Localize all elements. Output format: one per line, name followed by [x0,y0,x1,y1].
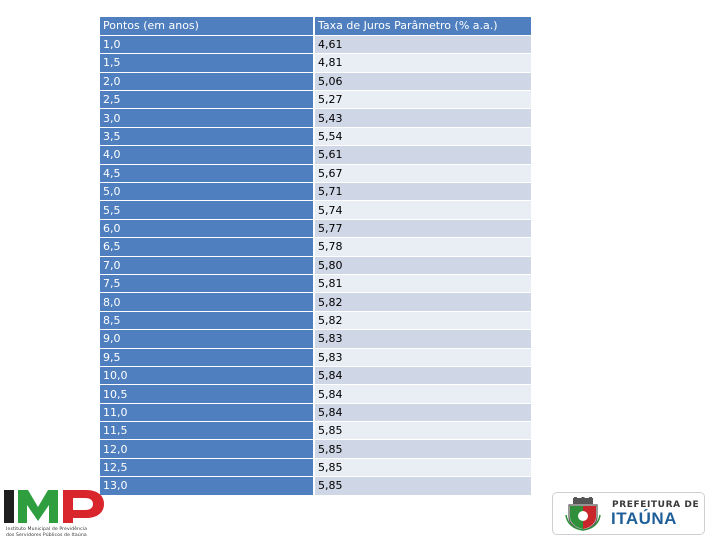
cell-points: 6,5 [100,237,315,257]
cell-rate: 5,85 [314,476,531,496]
cell-points: 1,5 [100,53,315,73]
table-row: 8,0 5,82 [100,292,531,312]
cell-points: 12,0 [100,439,315,459]
cell-points: 8,5 [100,311,315,331]
table-row: 2,0 5,06 [100,72,531,92]
interest-rate-table: Pontos (em anos) Taxa de Juros Parâmetro… [100,17,531,496]
cell-rate: 4,81 [314,53,531,73]
cell-points: 11,5 [100,421,315,441]
table-row: 1,5 4,81 [100,53,531,73]
table-row: 11,0 5,84 [100,403,531,423]
cell-rate: 5,78 [314,237,531,257]
table-row: 12,5 5,85 [100,458,531,478]
table-row: 5,5 5,74 [100,200,531,220]
table-row: 11,5 5,85 [100,421,531,441]
cell-rate: 5,77 [314,219,531,239]
cell-rate: 5,67 [314,164,531,184]
cell-rate: 5,84 [314,366,531,386]
cell-points: 10,5 [100,384,315,404]
cell-points: 1,0 [100,35,315,55]
column-header-rate: Taxa de Juros Parâmetro (% a.a.) [314,17,531,36]
table-row: 6,5 5,78 [100,237,531,257]
table-row: 3,0 5,43 [100,108,531,128]
cell-points: 4,5 [100,164,315,184]
table-row: 3,5 5,54 [100,127,531,147]
cell-rate: 5,81 [314,274,531,294]
cell-points: 7,5 [100,274,315,294]
imp-logo: Instituto Municipal de Previdência dos S… [4,487,108,539]
table-row: 1,0 4,61 [100,35,531,55]
table-row: 6,0 5,77 [100,219,531,239]
table-header-row: Pontos (em anos) Taxa de Juros Parâmetro… [100,17,531,36]
cell-points: 10,0 [100,366,315,386]
imp-caption-line2: dos Servidores Públicos de Itaúna [6,532,87,538]
cell-points: 2,5 [100,90,315,110]
table-row: 10,5 5,84 [100,384,531,404]
table-row: 4,0 5,61 [100,145,531,165]
cell-rate: 5,06 [314,72,531,92]
cell-rate: 5,83 [314,348,531,367]
table-row: 9,0 5,83 [100,329,531,349]
cell-points: 9,0 [100,329,315,349]
prefeitura-top-text: PREFEITURA DE [612,500,700,510]
cell-rate: 4,61 [314,35,531,55]
cell-rate: 5,84 [314,384,531,404]
cell-rate: 5,85 [314,439,531,459]
cell-points: 3,5 [100,127,315,147]
prefeitura-main-text: ITAÚNA [611,509,677,528]
prefeitura-itauna-logo: PREFEITURA DE ITAÚNA [552,492,705,535]
table-row: 5,0 5,71 [100,182,531,202]
cell-points: 11,0 [100,403,315,423]
cell-rate: 5,27 [314,90,531,110]
table-body: Pontos (em anos) Taxa de Juros Parâmetro… [100,17,531,496]
cell-rate: 5,74 [314,200,531,220]
column-header-points: Pontos (em anos) [100,17,315,36]
cell-rate: 5,61 [314,145,531,165]
cell-rate: 5,82 [314,311,531,331]
cell-points: 6,0 [100,219,315,239]
cell-points: 9,5 [100,348,315,367]
imp-caption-line1: Instituto Municipal de Previdência [6,527,88,532]
imp-logo-caption: Instituto Municipal de Previdência dos S… [6,527,110,538]
cell-rate: 5,71 [314,182,531,202]
table-row: 9,5 5,83 [100,348,531,367]
table-row: 7,5 5,81 [100,274,531,294]
cell-points: 4,0 [100,145,315,165]
cell-points: 13,0 [100,476,315,496]
cell-rate: 5,84 [314,403,531,423]
table-row: 8,5 5,82 [100,311,531,331]
cell-rate: 5,85 [314,421,531,441]
imp-logo-mark [4,490,104,523]
table-row: 12,0 5,85 [100,439,531,459]
cell-points: 7,0 [100,256,315,275]
city-crest-icon [565,497,601,531]
cell-rate: 5,54 [314,127,531,147]
table-row: 10,0 5,84 [100,366,531,386]
table-row: 13,0 5,85 [100,476,531,496]
cell-points: 3,0 [100,108,315,128]
cell-rate: 5,80 [314,256,531,275]
cell-points: 2,0 [100,72,315,92]
cell-rate: 5,43 [314,108,531,128]
cell-points: 12,5 [100,458,315,478]
table-row: 2,5 5,27 [100,90,531,110]
cell-rate: 5,82 [314,292,531,312]
cell-points: 5,5 [100,200,315,220]
cell-points: 5,0 [100,182,315,202]
table-row: 7,0 5,80 [100,256,531,275]
cell-rate: 5,83 [314,329,531,349]
cell-rate: 5,85 [314,458,531,478]
table-row: 4,5 5,67 [100,164,531,184]
cell-points: 8,0 [100,292,315,312]
